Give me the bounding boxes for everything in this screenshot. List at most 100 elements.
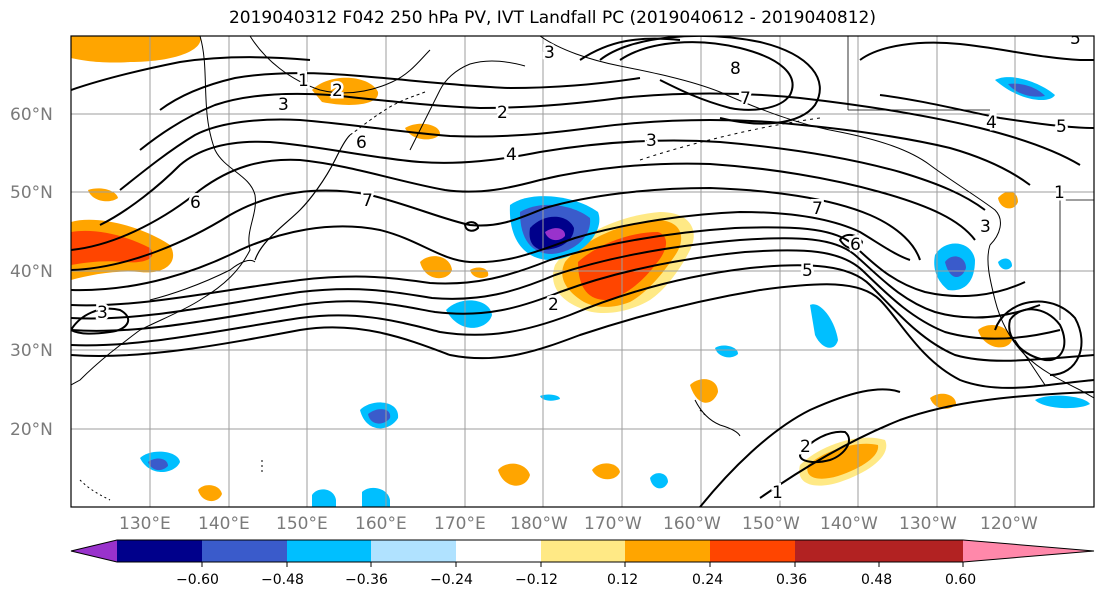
negative-anomaly-small-core	[148, 458, 168, 471]
negative-anomaly-dateline-peak	[545, 228, 566, 241]
colorbar-tick-label: 0.60	[945, 572, 977, 588]
colorbar-segment	[456, 540, 541, 562]
contour-label: 3	[646, 131, 657, 151]
contour-label: 7	[362, 191, 373, 211]
lon-label: 140°W	[820, 514, 878, 534]
positive-anomaly-small	[405, 123, 440, 140]
negative-anomaly-small	[362, 487, 390, 507]
pv-contour-9	[99, 139, 986, 226]
lon-label: 130°W	[899, 514, 957, 534]
contour-label: 7	[740, 89, 751, 109]
colorbar-tick-label: −0.48	[261, 572, 304, 588]
colorbar-tick-label: 0.12	[607, 572, 639, 588]
hawaii	[694, 399, 741, 437]
colorbar-segment	[371, 540, 456, 562]
north-america-coast	[987, 244, 1094, 399]
asia-coastline	[71, 36, 256, 386]
lon-label: 140°E	[198, 514, 250, 534]
pv-contour-subtropic	[759, 391, 1094, 499]
negative-anomaly-small	[998, 258, 1012, 270]
contour-label: 7	[812, 199, 823, 219]
contour-label: 8	[730, 59, 741, 79]
positive-anomaly-small	[998, 191, 1018, 209]
pv-contour-north	[619, 41, 794, 111]
japan-south	[149, 259, 256, 301]
kuril-islands	[349, 91, 426, 136]
negative-anomaly-small	[810, 304, 838, 348]
negative-anomaly-coast-core	[945, 256, 966, 278]
colorbar-tick-label: 0.24	[692, 572, 724, 588]
contour-label: 5	[1070, 29, 1081, 49]
contour-label: 2	[497, 103, 508, 123]
lon-label: 160°E	[355, 514, 407, 534]
contour-label: 4	[986, 113, 997, 133]
positive-anomaly-west-core	[71, 230, 153, 265]
positive-anomaly-small	[420, 256, 452, 279]
pv-contour-5	[71, 226, 1026, 307]
colorbar-segment	[117, 540, 202, 562]
pv-contour-coast-2	[994, 300, 1083, 376]
contour-labels: 1 2 3 6 4 7 6 3 2 5 7 6 3 7 8 3 2 4 5 1 …	[95, 29, 1084, 506]
colorbar-segment	[287, 540, 371, 562]
negative-anomaly-small	[715, 345, 738, 358]
negative-anomaly-small	[1035, 395, 1090, 409]
negative-anomaly-small	[650, 473, 668, 489]
baja	[1014, 339, 1046, 386]
contour-label: 5	[1056, 117, 1067, 137]
lon-label: 130°E	[119, 514, 171, 534]
pv-contour-subtropic-2	[699, 388, 901, 507]
colorbar-tick-label: −0.24	[430, 572, 473, 588]
pv-closed-low-2	[463, 221, 480, 232]
contour-label: 1	[298, 71, 309, 91]
positive-anomaly-small	[690, 379, 718, 403]
pv-contour-10	[119, 118, 1031, 191]
lon-label: 180°W	[510, 514, 568, 534]
pv-contour-1-south	[71, 283, 1094, 389]
contour-label: 1	[772, 483, 783, 503]
pv-contour-6	[71, 210, 911, 292]
contour-label: 4	[506, 145, 517, 165]
lon-label: 150°E	[276, 514, 328, 534]
colorbar-segment	[541, 540, 625, 562]
pv-contour-west-loop	[71, 307, 130, 335]
pv-contour-12	[159, 72, 641, 111]
colorbar-segment	[625, 540, 710, 562]
pv-contour-7	[71, 186, 921, 271]
map-frame	[70, 35, 1095, 508]
lat-label: 50°N	[10, 183, 53, 203]
pacific-islands	[79, 409, 707, 501]
colorbar	[70, 539, 1095, 567]
lon-label: 170°W	[584, 514, 642, 534]
lon-label: 170°E	[434, 514, 486, 534]
negative-anomaly-small	[312, 489, 336, 507]
pv-contour-8	[71, 158, 976, 251]
colorbar-tick-label: −0.36	[345, 572, 388, 588]
pv-contour-subtropic-loop	[798, 430, 850, 464]
negative-anomaly-small-core	[368, 409, 391, 424]
pv-contour-north-3	[579, 37, 681, 61]
contour-label: 2	[548, 295, 559, 315]
contour-label: 6	[356, 133, 367, 153]
positive-anomaly-subtropical-core	[807, 443, 879, 479]
japan	[254, 134, 351, 261]
pv-contour-11	[139, 92, 1081, 166]
positive-anomaly-small	[470, 267, 489, 278]
lon-label: 120°W	[980, 514, 1038, 534]
contour-label: 6	[850, 235, 861, 255]
positive-anomaly-small	[198, 485, 222, 502]
lat-label: 60°N	[10, 105, 53, 125]
sea-of-okhotsk-coast	[249, 36, 431, 94]
pv-contour-ring-ne-2	[879, 94, 1094, 129]
positive-anomaly-small	[978, 325, 1012, 348]
contour-label: 2	[800, 437, 811, 457]
colorbar-tick-label: −0.60	[176, 572, 219, 588]
graticule	[71, 36, 1094, 507]
colorbar-tick-label: 0.48	[861, 572, 893, 588]
contour-label: 3	[278, 95, 289, 115]
pv-closed-low	[838, 234, 864, 250]
lat-label: 30°N	[10, 341, 53, 361]
pv-contour-3	[71, 249, 1061, 340]
shading-layer	[71, 36, 1090, 507]
aleutian-islands	[639, 117, 821, 161]
